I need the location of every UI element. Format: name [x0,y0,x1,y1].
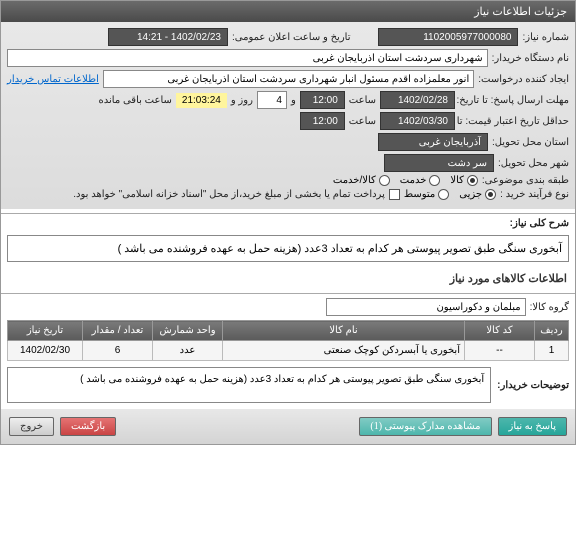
announce-value: 1402/02/23 - 14:21 [108,28,228,46]
treasury-checkbox[interactable] [389,189,400,200]
need-no-label: شماره نیاز: [522,32,569,43]
table-row[interactable]: 1 -- آبخوری یا آبسردکن کوچک صنعتی عدد 6 … [8,341,569,361]
validity-date: 1402/03/30 [380,112,455,130]
cat-service-radio[interactable]: خدمت [400,175,441,186]
radio-icon [438,189,449,200]
col-unit: واحد شمارش [153,321,223,341]
table-header-row: ردیف کد کالا نام کالا واحد شمارش تعداد /… [8,321,569,341]
panel-title: جزئیات اطلاعات نیاز [1,1,575,22]
category-radio-group: کالا خدمت کالا/خدمت [333,175,478,186]
need-no-value: 1102005977000080 [378,28,518,46]
deadline-label: مهلت ارسال پاسخ: تا تاریخ: [459,95,569,106]
validity-label: حداقل تاریخ اعتبار قیمت: تا تاریخ: [459,116,569,127]
process-label: نوع فرآیند خرید : [500,189,569,200]
attachments-label: مشاهده مدارک پیوستی [385,421,481,432]
col-code: کد کالا [465,321,535,341]
deadline-time: 12:00 [300,91,345,109]
day-label: روز و [231,95,253,106]
respond-button[interactable]: پاسخ به نیاز [498,417,568,436]
proc-note: پرداخت تمام یا بخشی از مبلغ خرید،از محل … [73,189,385,200]
form-area: شماره نیاز: 1102005977000080 تاریخ و ساع… [1,22,575,209]
cell-row: 1 [535,341,569,361]
time-label-2: ساعت [349,116,376,127]
announce-label: تاریخ و ساعت اعلان عمومی: [232,32,351,43]
details-panel: جزئیات اطلاعات نیاز شماره نیاز: 11020059… [0,0,576,445]
notes-box: آبخوری سنگی طبق تصویر پیوستی هر کدام به … [7,367,491,403]
cell-code: -- [465,341,535,361]
back-button[interactable]: بازگشت [60,417,116,436]
remaining-label: ساعت باقی مانده [99,95,172,106]
process-radio-group: جزیی متوسط [404,189,496,200]
requester-value: انور معلمزاده اقدم مسئول انبار شهرداری س… [103,70,474,88]
requester-label: ایجاد کننده درخواست: [478,74,569,85]
exit-button[interactable]: خروج [9,417,54,436]
buyer-label: نام دستگاه خریدار: [492,53,569,64]
cat-goods-service-label: کالا/خدمت [333,175,376,186]
group-value: مبلمان و دکوراسیون [326,298,526,316]
divider [1,293,575,294]
remaining-time: 21:03:24 [176,93,227,108]
and-label: و [291,95,296,106]
city-label: شهر محل تحویل: [498,158,569,169]
col-row: ردیف [535,321,569,341]
items-table: ردیف کد کالا نام کالا واحد شمارش تعداد /… [7,320,569,361]
validity-time: 12:00 [300,112,345,130]
cell-unit: عدد [153,341,223,361]
footer-bar: پاسخ به نیاز مشاهده مدارک پیوستی (1) باز… [1,409,575,444]
items-section-title: اطلاعات کالاهای مورد نیاز [1,268,575,289]
days-value: 4 [257,91,287,109]
proc-small-label: جزیی [459,189,482,200]
cell-qty: 6 [83,341,153,361]
group-label: گروه کالا: [530,302,569,313]
col-qty: تعداد / مقدار [83,321,153,341]
divider [1,213,575,214]
radio-checked-icon [485,189,496,200]
cat-goods-label: کالا [450,175,464,186]
notes-label: توضیحات خریدار: [497,380,569,391]
attachments-button[interactable]: مشاهده مدارک پیوستی (1) [359,417,491,436]
cell-name: آبخوری یا آبسردکن کوچک صنعتی [223,341,465,361]
col-date: تاریخ نیاز [8,321,83,341]
time-label-1: ساعت [349,95,376,106]
proc-small-radio[interactable]: جزیی [459,189,496,200]
category-label: طبقه بندی موضوعی: [482,175,569,186]
province-value: آذربایجان غربی [378,133,488,151]
cat-goods-radio[interactable]: کالا [450,175,478,186]
radio-icon [379,175,390,186]
city-value: سر دشت [384,154,494,172]
cell-date: 1402/02/30 [8,341,83,361]
desc-label: شرح کلی نیاز: [510,218,569,229]
province-label: استان محل تحویل: [492,137,569,148]
cat-service-label: خدمت [400,175,427,186]
desc-box: آبخوری سنگی طبق تصویر پیوستی هر کدام به … [7,235,569,262]
contact-link[interactable]: اطلاعات تماس خریدار [7,74,99,85]
cat-goods-service-radio[interactable]: کالا/خدمت [333,175,390,186]
proc-medium-label: متوسط [404,189,435,200]
col-name: نام کالا [223,321,465,341]
deadline-date: 1402/02/28 [380,91,455,109]
proc-medium-radio[interactable]: متوسط [404,189,449,200]
attachments-count: (1) [370,421,382,432]
buyer-value: شهرداری سردشت استان اذربایجان غربی [7,49,488,67]
radio-icon [429,175,440,186]
radio-checked-icon [467,175,478,186]
